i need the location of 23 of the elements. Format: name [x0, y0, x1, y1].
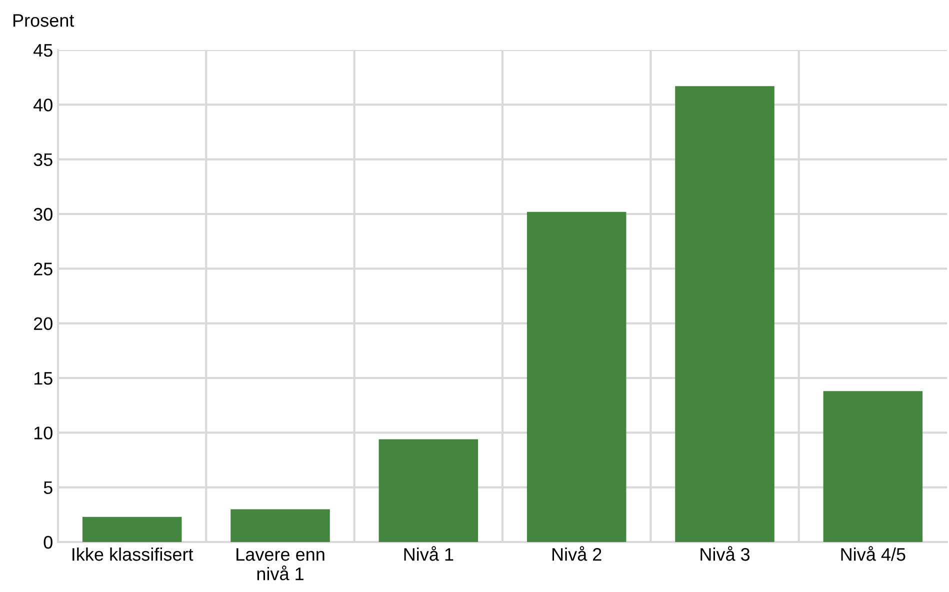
y-tick-label: 10 [34, 426, 52, 440]
bar [82, 516, 182, 542]
x-tick-label: Lavere enn nivå 1 [236, 548, 324, 580]
y-tick-label: 15 [34, 372, 52, 385]
y-tick-label: 35 [34, 153, 52, 166]
y-tick-label: 25 [34, 262, 52, 276]
y-tick-label: 0 [44, 536, 52, 549]
y-tick-label: 5 [44, 481, 52, 494]
x-tick-label: Nivå 3 [700, 546, 750, 561]
y-tick-label: 45 [33, 44, 52, 57]
bar [230, 509, 330, 542]
y-tick-label: 40 [33, 98, 52, 112]
y-axis-title: Prosent [13, 14, 74, 27]
bar [378, 439, 478, 542]
bar [526, 212, 626, 542]
x-tick-label: Nivå 2 [552, 546, 602, 561]
bar [675, 86, 774, 542]
y-tick-label: 30 [34, 208, 52, 221]
y-tick-label: 20 [34, 317, 52, 330]
x-tick-label: Ikke klassifisert [72, 548, 194, 561]
bar [823, 391, 923, 542]
x-tick-label: Nivå 1 [404, 546, 454, 561]
x-tick-label: Nivå 4/5 [841, 546, 906, 561]
